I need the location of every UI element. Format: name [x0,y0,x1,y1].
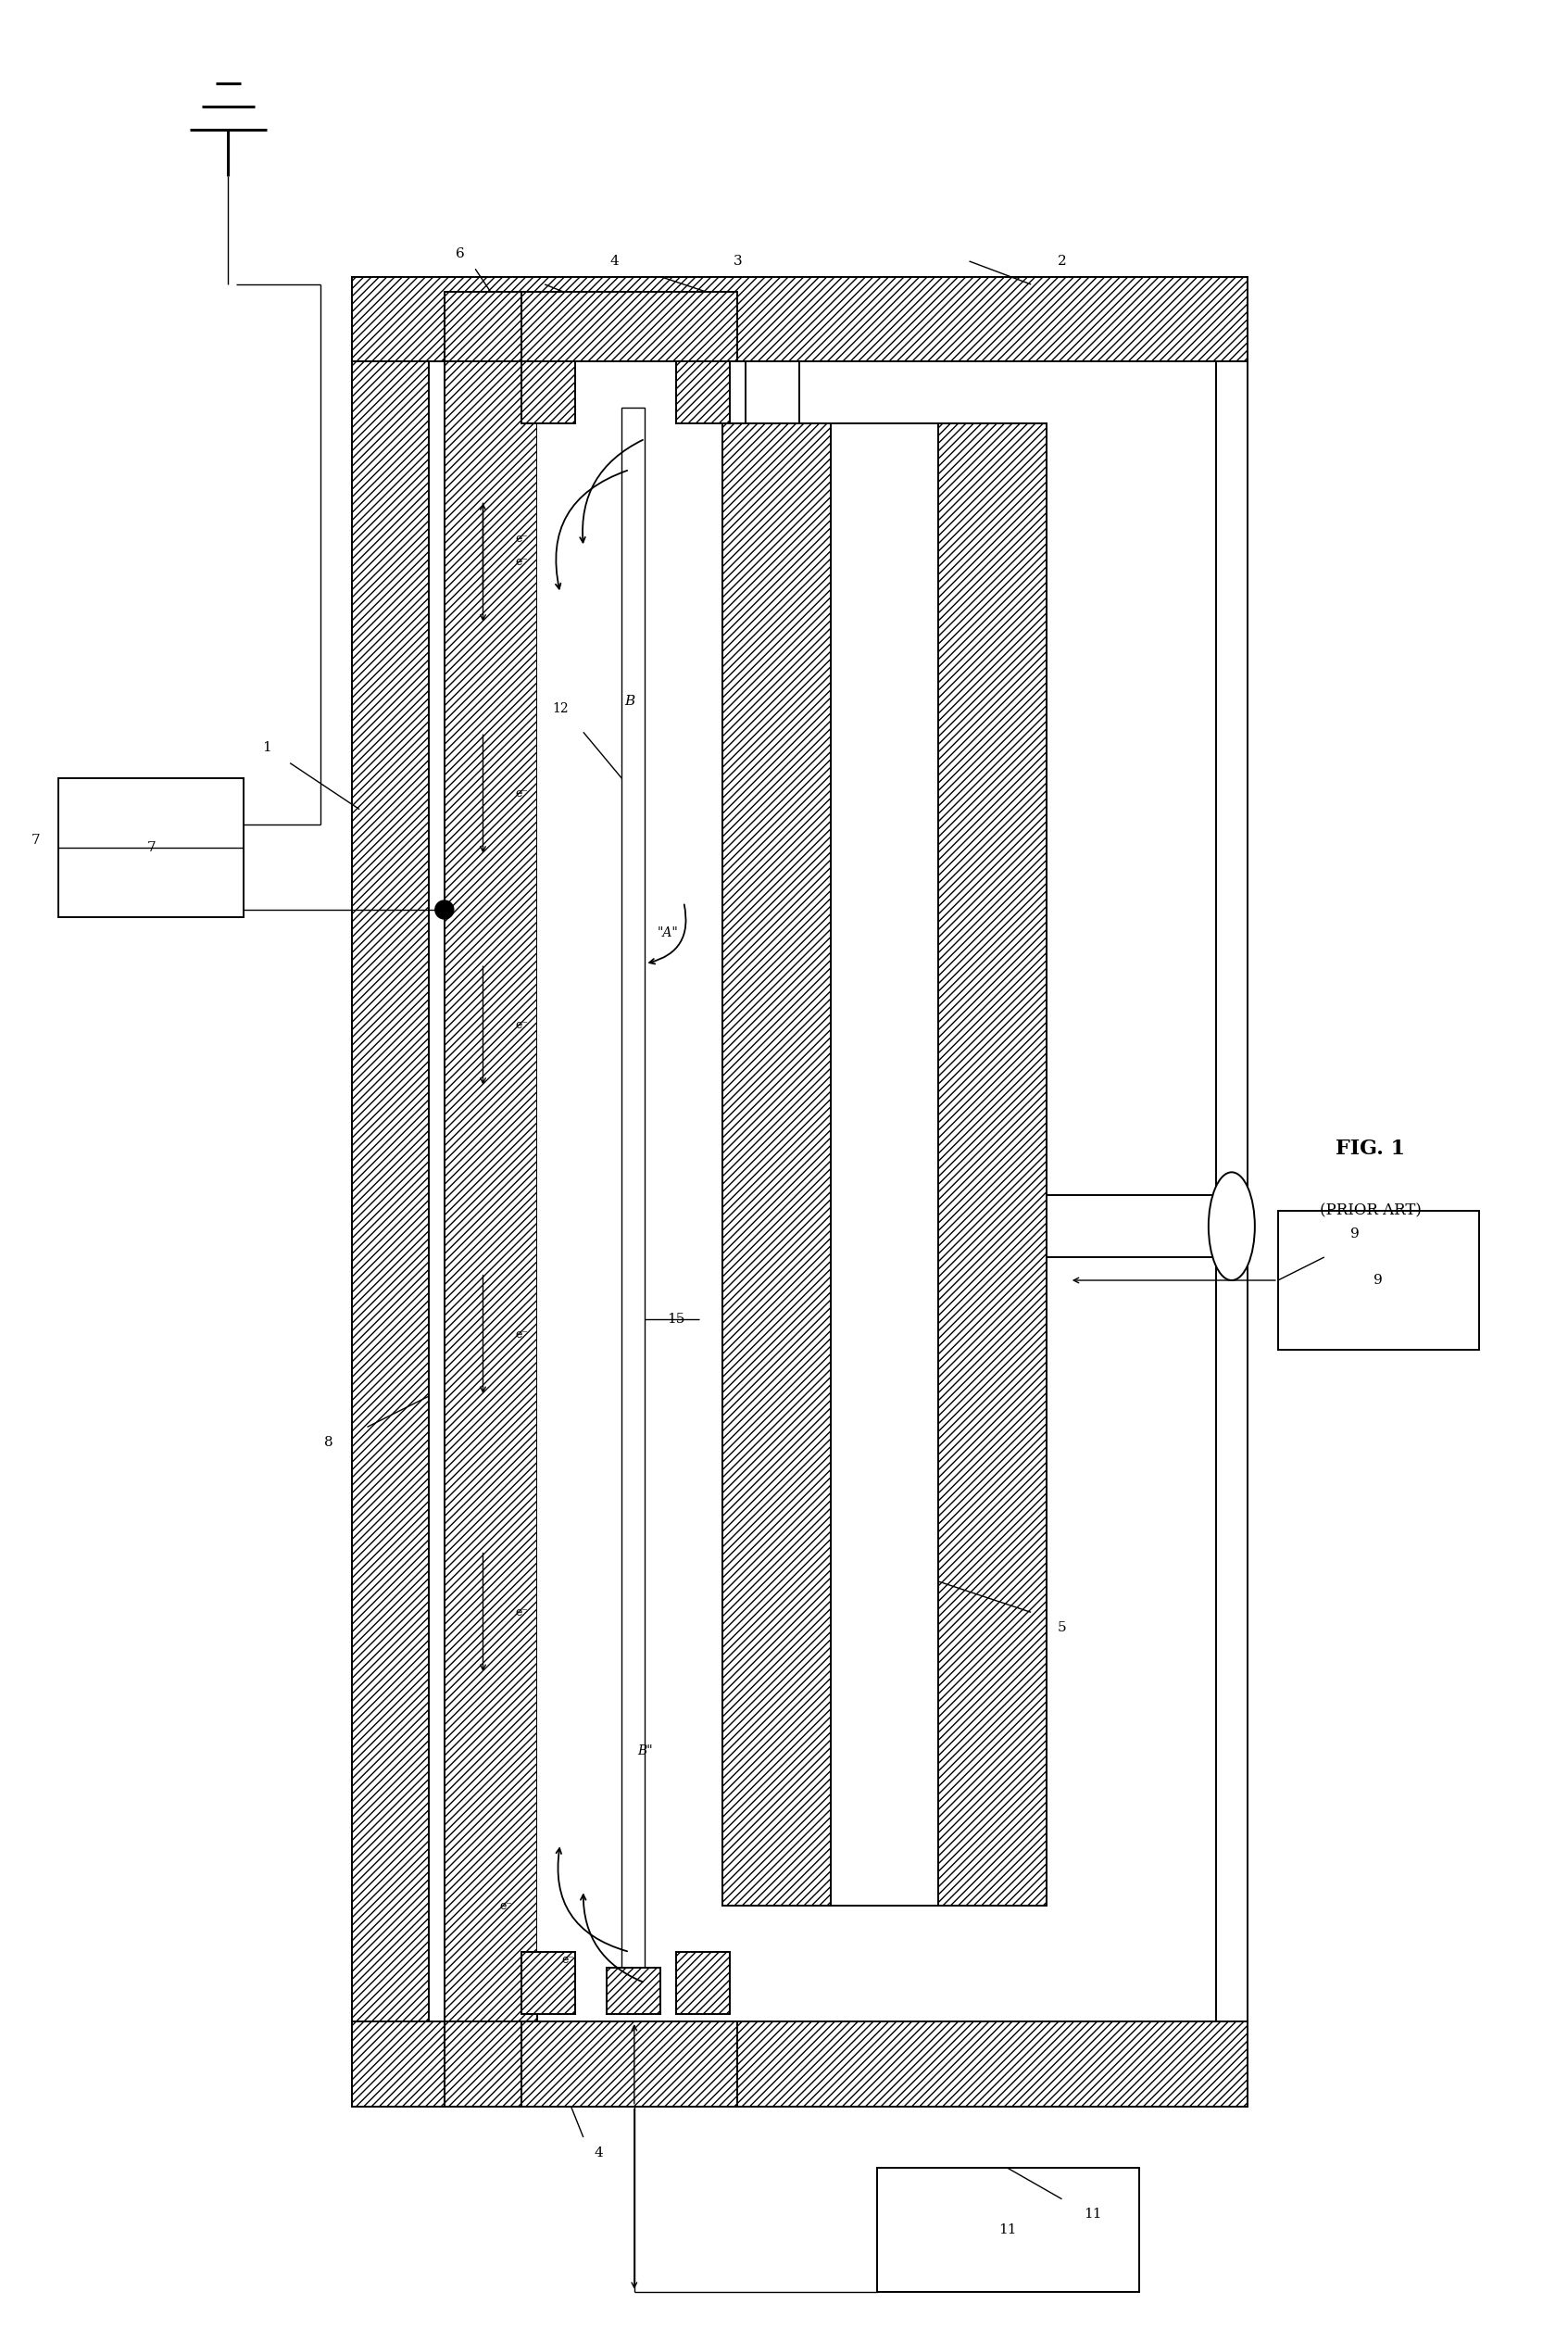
Bar [444,361,536,2022]
Bar [444,291,522,361]
Text: e⁻: e⁻ [516,557,528,568]
Text: 2: 2 [1057,254,1066,268]
Text: 7: 7 [147,841,155,855]
Text: 12: 12 [552,703,568,715]
Bar [522,1952,575,2015]
Bar [877,2168,1138,2292]
Text: 9: 9 [1374,1274,1383,1288]
Text: (PRIOR ART): (PRIOR ART) [1320,1204,1422,1218]
Text: e⁻: e⁻ [500,1900,513,1912]
Bar [676,361,731,424]
Circle shape [436,901,453,920]
Bar [831,424,938,1905]
Bar [607,1968,660,2015]
Bar [1046,1195,1217,1258]
Text: 15: 15 [666,1314,685,1325]
Bar [938,424,1046,1905]
Text: 5: 5 [1057,1621,1066,1635]
Bar [522,291,737,361]
Text: 11: 11 [1083,2208,1102,2222]
Text: FIG. 1: FIG. 1 [1336,1139,1405,1160]
Text: 1: 1 [262,741,271,755]
Bar [676,1952,731,2015]
Text: e⁻: e⁻ [516,1607,528,1619]
Text: 4: 4 [594,2147,604,2159]
Text: "A": "A" [657,927,679,939]
Text: e⁻: e⁻ [516,787,528,799]
Text: 6: 6 [455,247,464,261]
Text: 9: 9 [1350,1227,1359,1241]
Text: 11: 11 [999,2224,1018,2236]
Bar [351,277,1247,361]
Text: e⁻: e⁻ [516,1020,528,1032]
Text: 3: 3 [734,254,742,268]
Bar [522,2022,737,2105]
Bar [1278,1211,1479,1351]
Bar [536,424,622,1952]
Bar [745,361,800,424]
Text: 7: 7 [31,834,39,848]
Ellipse shape [1209,1171,1254,1281]
Bar [522,361,575,424]
Bar [351,361,430,2022]
Text: e⁻: e⁻ [516,533,528,545]
Text: 8: 8 [325,1437,332,1449]
Bar [723,424,831,1905]
Text: e⁻: e⁻ [516,1328,528,1342]
Bar [58,778,243,918]
Bar [444,2022,522,2105]
Bar [351,2022,1247,2105]
Bar [622,408,644,1968]
Text: B": B" [637,1744,652,1758]
Text: B: B [624,694,635,708]
Text: 4: 4 [610,254,619,268]
Text: e⁻: e⁻ [561,1954,574,1966]
